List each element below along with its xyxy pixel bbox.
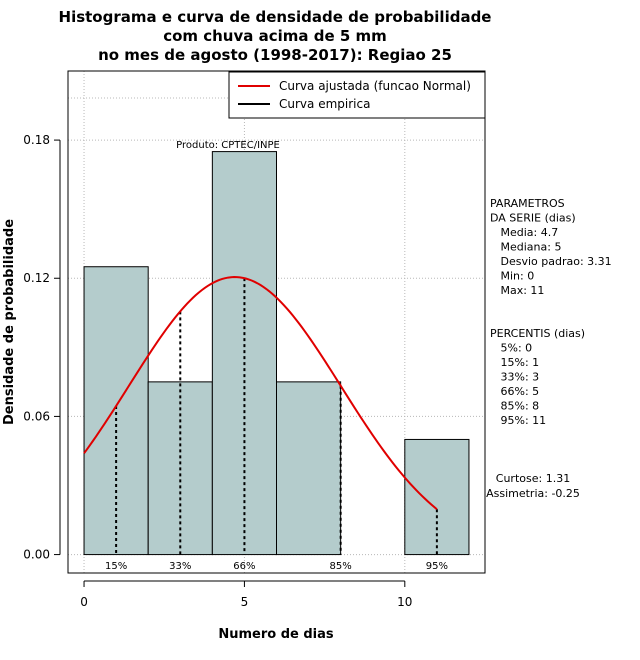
percentis-line-3: 33%: 3 xyxy=(490,371,539,384)
legend: Curva ajustada (funcao Normal) Curva emp… xyxy=(228,71,486,119)
legend-label-normal: Curva ajustada (funcao Normal) xyxy=(279,79,471,93)
y-axis: 0.00 0.06 0.12 0.18 xyxy=(23,133,61,562)
histogram-bars xyxy=(83,151,470,556)
percentis-line-2: 15%: 1 xyxy=(490,356,539,369)
product-annotation: Produto: CPTEC/INPE xyxy=(176,140,280,151)
percentile-label-2: 66% xyxy=(233,561,255,572)
percentile-labels: 15% 33% 66% 85% 95% xyxy=(105,561,448,572)
chart-title-line-2: com chuva acima de 5 mm xyxy=(163,27,387,45)
params-line-0: PARAMETROS xyxy=(490,197,565,210)
percentile-label-4: 95% xyxy=(426,561,448,572)
percentile-lines xyxy=(115,278,438,555)
percentile-label-1: 33% xyxy=(169,561,191,572)
plot-frame xyxy=(67,70,486,574)
normal-fit-curve xyxy=(83,276,438,510)
percentis-line-0: PERCENTIS (dias) xyxy=(490,327,585,340)
params-line-5: Min: 0 xyxy=(490,270,534,283)
percentis-line-1: 5%: 0 xyxy=(490,342,532,355)
params-line-1: DA SERIE (dias) xyxy=(490,212,576,225)
legend-box xyxy=(228,71,486,119)
y-tick-label-0: 0.00 xyxy=(23,548,50,562)
histogram-bar-5 xyxy=(404,438,470,556)
x-tick-label-0: 0 xyxy=(80,595,88,609)
y-axis-title: Densidade de probabilidade xyxy=(2,219,17,425)
assimetria-text: Assimetria: -0.25 xyxy=(486,487,580,500)
histogram-bar-3 xyxy=(276,381,342,556)
chart-title-line-3: no mes de agosto (1998-2017): Regiao 25 xyxy=(98,46,452,64)
y-tick-label-3: 0.18 xyxy=(23,133,50,147)
legend-label-empirical: Curva empirica xyxy=(279,97,370,111)
params-line-6: Max: 11 xyxy=(490,284,544,297)
percentis-line-5: 85%: 8 xyxy=(490,400,539,413)
y-tick-label-1: 0.06 xyxy=(23,409,50,423)
params-line-2: Media: 4.7 xyxy=(490,226,558,239)
percentis-panel: PERCENTIS (dias) 5%: 0 15%: 1 33%: 3 66%… xyxy=(490,327,585,427)
chart-title-line-1: Histograma e curva de densidade de proba… xyxy=(59,8,492,26)
histogram-bar-0 xyxy=(83,266,149,556)
x-tick-label-2: 10 xyxy=(397,595,412,609)
x-axis-title: Numero de dias xyxy=(218,627,334,642)
percentile-label-3: 85% xyxy=(330,561,352,572)
x-axis: 0 5 10 xyxy=(80,580,412,609)
percentile-label-0: 15% xyxy=(105,561,127,572)
params-line-4: Desvio padrao: 3.31 xyxy=(490,255,612,268)
percentis-line-6: 95%: 11 xyxy=(490,414,546,427)
x-tick-label-1: 5 xyxy=(241,595,249,609)
percentis-line-4: 66%: 5 xyxy=(490,385,539,398)
y-tick-label-2: 0.12 xyxy=(23,271,50,285)
params-panel: PARAMETROS DA SERIE (dias) Media: 4.7 Med… xyxy=(490,197,612,297)
params-line-3: Mediana: 5 xyxy=(490,241,561,254)
curtose-text: Curtose: 1.31 xyxy=(496,472,570,485)
